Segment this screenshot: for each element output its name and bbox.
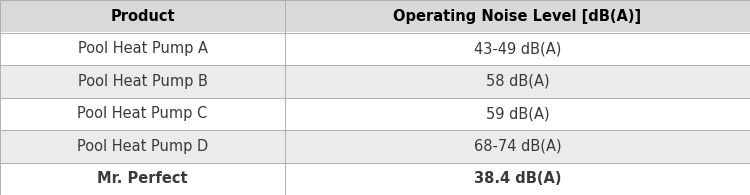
Text: 68-74 dB(A): 68-74 dB(A) <box>474 139 561 154</box>
Bar <box>0 130 285 162</box>
Text: Pool Heat Pump B: Pool Heat Pump B <box>77 74 208 89</box>
Text: 59 dB(A): 59 dB(A) <box>486 106 549 121</box>
Text: Pool Heat Pump C: Pool Heat Pump C <box>77 106 208 121</box>
Bar <box>285 130 750 162</box>
Bar <box>0 98 285 130</box>
Text: Pool Heat Pump D: Pool Heat Pump D <box>76 139 208 154</box>
Text: Product: Product <box>110 9 175 24</box>
Text: Mr. Perfect: Mr. Perfect <box>98 171 188 186</box>
Bar <box>285 98 750 130</box>
Bar <box>285 162 750 195</box>
Bar <box>0 33 285 65</box>
Text: 58 dB(A): 58 dB(A) <box>486 74 549 89</box>
Bar <box>0 162 285 195</box>
Bar <box>0 65 285 98</box>
Bar <box>285 0 750 33</box>
Text: 38.4 dB(A): 38.4 dB(A) <box>474 171 561 186</box>
Text: 43-49 dB(A): 43-49 dB(A) <box>474 41 561 56</box>
Bar <box>285 65 750 98</box>
Text: Operating Noise Level [dB(A)]: Operating Noise Level [dB(A)] <box>394 9 641 24</box>
Bar <box>285 33 750 65</box>
Bar <box>0 0 285 33</box>
Text: Pool Heat Pump A: Pool Heat Pump A <box>77 41 208 56</box>
